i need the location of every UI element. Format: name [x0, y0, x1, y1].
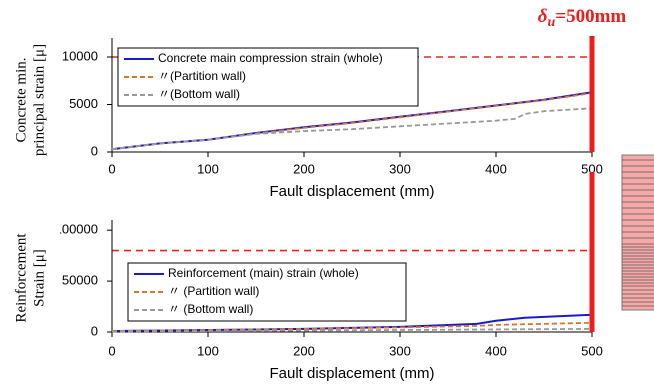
x-tick-label: 0	[108, 343, 115, 358]
x-tick-label: 100	[197, 161, 219, 176]
annotation: δu=500mm	[538, 6, 627, 30]
x-tick-label: 500	[581, 343, 603, 358]
y-axis-title: principal strain [μ]	[31, 44, 47, 156]
page: 05000100000100200300400500Concrete min.p…	[0, 0, 654, 389]
series-line	[112, 108, 592, 149]
y-tick-label: 0	[91, 143, 98, 158]
y-tick-label: 0	[91, 323, 98, 338]
annotation-part: =500mm	[555, 6, 626, 27]
y-tick-label: 100000	[55, 222, 98, 237]
y-axis-title: Strain [μ]	[31, 249, 47, 307]
x-tick-label: 300	[389, 343, 411, 358]
y-tick-label: 5000	[69, 96, 98, 111]
annotation-part: u	[547, 15, 555, 30]
x-axis-title: Fault displacement (mm)	[269, 365, 434, 382]
legend-label: Reinforcement (main) strain (whole)	[168, 266, 359, 280]
y-axis-title: Reinforcement	[13, 233, 29, 323]
x-tick-label: 200	[293, 343, 315, 358]
legend-label: 〃(Bottom wall)	[158, 87, 240, 101]
y-tick-label: 50000	[62, 273, 98, 288]
y-axis-title: Concrete min.	[13, 58, 29, 143]
y-tick-label: 10000	[62, 48, 98, 63]
side-figure	[622, 155, 654, 310]
legend-label: 〃(Partition wall)	[158, 69, 246, 83]
legend-label: 〃 (Bottom wall)	[168, 302, 253, 316]
x-tick-label: 0	[108, 161, 115, 176]
x-tick-label: 200	[293, 161, 315, 176]
x-tick-label: 300	[389, 161, 411, 176]
x-tick-label: 400	[485, 161, 507, 176]
annotation-part: δ	[538, 6, 548, 27]
legend-label: 〃 (Partition wall)	[168, 284, 259, 298]
x-tick-label: 100	[197, 343, 219, 358]
x-axis-title: Fault displacement (mm)	[269, 183, 434, 200]
legend-label: Concrete main compression strain (whole)	[158, 51, 383, 65]
x-tick-label: 400	[485, 343, 507, 358]
